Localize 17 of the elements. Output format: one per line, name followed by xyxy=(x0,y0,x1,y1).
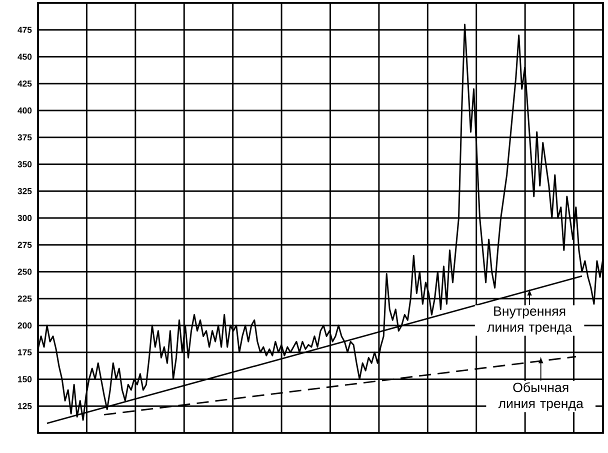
y-tick-label: 325 xyxy=(18,188,32,194)
annotation: Внутренняя линия тренда xyxy=(487,306,572,334)
annotation: Обычная линия тренда xyxy=(498,382,584,411)
y-tick-label: 150 xyxy=(18,376,32,382)
y-tick-label: 200 xyxy=(18,322,32,329)
y-tick-label: 300 xyxy=(18,214,32,222)
y-tick-label: 125 xyxy=(18,403,32,410)
y-tick-label: 475 xyxy=(18,26,32,33)
y-tick-label: 275 xyxy=(18,242,32,248)
y-tick-label: 250 xyxy=(18,268,32,275)
y-tick-label: 450 xyxy=(18,54,32,60)
y-tick-label: 175 xyxy=(18,349,32,356)
y-tick-label: 425 xyxy=(18,80,32,87)
y-tick-label: 225 xyxy=(18,296,32,302)
y-tick-label: 400 xyxy=(18,107,32,114)
y-tick-label: 350 xyxy=(18,161,32,168)
y-tick-label: 375 xyxy=(18,134,32,140)
